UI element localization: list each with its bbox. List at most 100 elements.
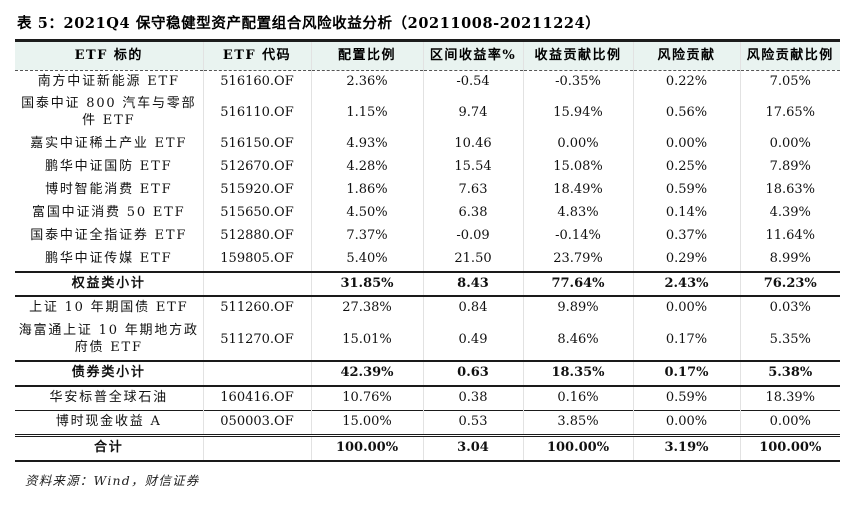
cell-interval-return: 9.74: [422, 93, 523, 134]
cell-interval-return: 15.54: [422, 156, 523, 179]
column-header-risk-contribution: 风险贡献: [632, 40, 740, 71]
cell-risk-contrib: 0.29%: [632, 247, 740, 272]
cell-risk-contrib-ratio: 17.65%: [739, 93, 840, 134]
cell-risk-contrib: 0.00%: [632, 410, 740, 436]
cell-code: 515920.OF: [202, 179, 311, 202]
cell-risk-contrib: 0.00%: [632, 133, 740, 157]
cell-name: 富国中证消费 50 ETF: [32, 204, 186, 220]
cell-code: 516160.OF: [202, 70, 311, 94]
cell-return-contrib: 100.00%: [522, 435, 633, 461]
cell-interval-return: 3.04: [422, 435, 523, 461]
cell-risk-contrib: 0.25%: [632, 156, 740, 179]
cell-risk-contrib-ratio: 18.63%: [739, 179, 840, 202]
cell-name: 南方中证新能源 ETF: [37, 73, 180, 89]
table-row: 合计 100.00% 3.04 100.00% 3.19% 100.00%: [15, 435, 840, 461]
cell-interval-return: 6.38: [422, 201, 523, 225]
table-row: 嘉实中证稀土产业 ETF 516150.OF 4.93% 10.46 0.00% 0.00…: [15, 133, 840, 157]
cell-alloc: 10.76%: [310, 386, 423, 411]
cell-name: 博时现金收益 A: [55, 413, 162, 429]
cell-return-contrib: 23.79%: [522, 247, 633, 272]
cell-alloc: 7.37%: [310, 224, 423, 248]
cell-return-contrib: 3.85%: [522, 410, 633, 436]
cell-alloc: 4.50%: [310, 201, 423, 225]
cell-risk-contrib-ratio: 5.35%: [739, 320, 840, 362]
cell-return-contrib: 18.35%: [522, 361, 633, 387]
cell-alloc: 2.36%: [310, 70, 423, 94]
table-row: 上证 10 年期国债 ETF 511260.OF 27.38% 0.84 9.89% 0.…: [15, 296, 840, 321]
cell-return-contrib: 4.83%: [522, 201, 633, 225]
cell-risk-contrib-ratio: 11.64%: [739, 224, 840, 248]
cell-risk-contrib: 0.59%: [632, 179, 740, 202]
cell-risk-contrib-ratio: 0.00%: [739, 410, 840, 436]
cell-risk-contrib-ratio: 7.89%: [739, 156, 840, 179]
cell-risk-contrib-ratio: 5.38%: [739, 361, 840, 387]
cell-alloc: 4.28%: [310, 156, 423, 179]
cell-interval-return: -0.54: [422, 70, 523, 94]
cell-interval-return: 7.63: [422, 179, 523, 202]
cell-alloc: 31.85%: [310, 271, 423, 297]
cell-return-contrib: -0.14%: [522, 224, 633, 248]
cell-interval-return: 0.63: [422, 361, 523, 387]
cell-risk-contrib-ratio: 100.00%: [739, 435, 840, 461]
cell-interval-return: 0.49: [422, 320, 523, 362]
cell-risk-contrib: 0.37%: [632, 224, 740, 248]
column-header-risk-contribution-ratio: 风险贡献比例: [739, 40, 840, 71]
cell-alloc: 42.39%: [310, 361, 423, 387]
cell-name: 华安标普全球石油: [49, 390, 168, 406]
column-header-etf-code: ETF 代码: [202, 40, 311, 71]
cell-return-contrib: 15.94%: [522, 93, 633, 134]
cell-code: 511260.OF: [202, 296, 311, 321]
column-header-allocation: 配置比例: [310, 40, 423, 71]
table-row: 国泰中证 800 汽车与零部件 ETF 516110.OF 1.15% 9.74 15.…: [15, 93, 840, 134]
cell-risk-contrib: 3.19%: [632, 435, 740, 461]
cell-name: 海富通上证 10 年期地方政府债 ETF: [18, 323, 199, 356]
cell-code: 511270.OF: [202, 320, 311, 362]
cell-name: 鹏华中证国防 ETF: [45, 159, 173, 175]
table-row: 权益类小计 31.85% 8.43 77.64% 2.43% 76.23%: [15, 271, 840, 297]
cell-code: 160416.OF: [202, 386, 311, 411]
cell-risk-contrib: 0.14%: [632, 201, 740, 225]
table-row: 博时智能消费 ETF 515920.OF 1.86% 7.63 18.49% 0.59% 1…: [15, 179, 840, 202]
table-title: 表 5：2021Q4 保守稳健型资产配置组合风险收益分析（20211008-20…: [17, 15, 601, 32]
cell-risk-contrib-ratio: 7.05%: [739, 70, 840, 94]
cell-risk-contrib: 0.17%: [632, 361, 740, 387]
cell-code: 512880.OF: [202, 224, 311, 248]
cell-name: 上证 10 年期国债 ETF: [29, 300, 189, 316]
cell-return-contrib: -0.35%: [522, 70, 633, 94]
cell-return-contrib: 77.64%: [522, 271, 633, 297]
cell-return-contrib: 9.89%: [522, 296, 633, 321]
cell-return-contrib: 8.46%: [522, 320, 633, 362]
table-row: 博时现金收益 A 050003.OF 15.00% 0.53 3.85% 0.00% 0.0…: [15, 410, 840, 436]
cell-return-contrib: 18.49%: [522, 179, 633, 202]
cell-risk-contrib: 0.22%: [632, 70, 740, 94]
table-row: 国泰中证全指证券 ETF 512880.OF 7.37% -0.09 -0.14% 0.3…: [15, 224, 840, 248]
cell-interval-return: 0.53: [422, 410, 523, 436]
cell-name: 鹏华中证传媒 ETF: [45, 250, 173, 266]
cell-risk-contrib: 0.59%: [632, 386, 740, 411]
table-row: 鹏华中证国防 ETF 512670.OF 4.28% 15.54 15.08% 0.25%…: [15, 156, 840, 179]
cell-alloc: 1.15%: [310, 93, 423, 134]
cell-return-contrib: 15.08%: [522, 156, 633, 179]
table-body: 南方中证新能源 ETF 516160.OF 2.36% -0.54 -0.35% 0.22…: [15, 70, 840, 461]
column-header-etf-name: ETF 标的: [74, 48, 143, 63]
cell-risk-contrib-ratio: 76.23%: [739, 271, 840, 297]
cell-interval-return: 0.84: [422, 296, 523, 321]
cell-name: 权益类小计: [71, 275, 146, 291]
risk-return-table: ETF 标的 ETF 代码 配置比例 区间收益率% 收益贡献比例 风险贡献 风险…: [15, 39, 840, 462]
cell-interval-return: 21.50: [422, 247, 523, 272]
cell-code: 515650.OF: [202, 201, 311, 225]
cell-risk-contrib-ratio: 0.03%: [739, 296, 840, 321]
column-header-return-contribution: 收益贡献比例: [522, 40, 633, 71]
table-row: 债券类小计 42.39% 0.63 18.35% 0.17% 5.38%: [15, 361, 840, 387]
cell-code: 512670.OF: [202, 156, 311, 179]
cell-interval-return: 0.38: [422, 386, 523, 411]
source-note: 资料来源：Wind，财信证券: [25, 472, 200, 488]
cell-name: 国泰中证全指证券 ETF: [30, 227, 188, 243]
cell-risk-contrib-ratio: 0.00%: [739, 133, 840, 157]
cell-alloc: 5.40%: [310, 247, 423, 272]
cell-risk-contrib-ratio: 8.99%: [739, 247, 840, 272]
table-row: 华安标普全球石油 160416.OF 10.76% 0.38 0.16% 0.59% 18.…: [15, 386, 840, 411]
cell-code: 516110.OF: [202, 93, 311, 134]
header-row: ETF 标的 ETF 代码 配置比例 区间收益率% 收益贡献比例 风险贡献 风险…: [15, 40, 840, 71]
cell-risk-contrib-ratio: 4.39%: [739, 201, 840, 225]
